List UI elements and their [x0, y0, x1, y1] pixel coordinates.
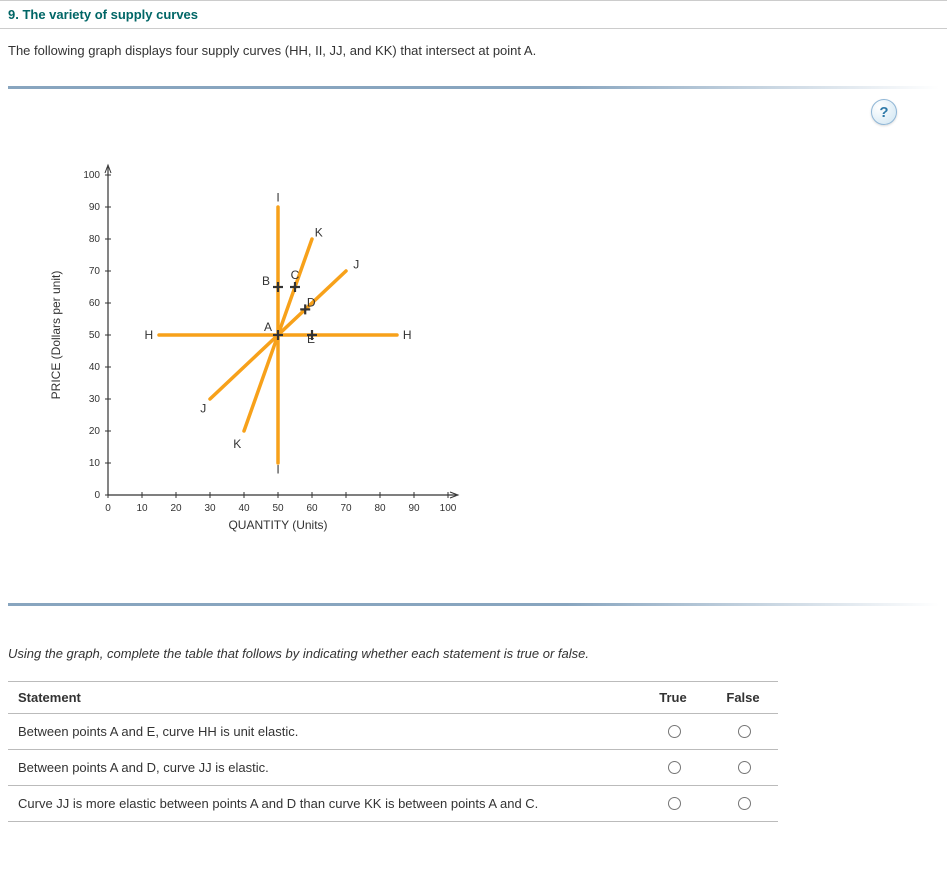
- svg-text:B: B: [262, 274, 270, 288]
- svg-text:D: D: [307, 295, 316, 309]
- svg-text:C: C: [291, 268, 300, 282]
- svg-text:100: 100: [440, 503, 457, 514]
- svg-text:20: 20: [89, 426, 101, 437]
- table-prompt: Using the graph, complete the table that…: [0, 616, 947, 681]
- statement-cell: Between points A and E, curve HH is unit…: [8, 714, 638, 750]
- svg-text:I: I: [276, 462, 279, 476]
- svg-text:20: 20: [170, 503, 182, 514]
- svg-text:60: 60: [89, 298, 101, 309]
- help-icon: ?: [879, 104, 888, 121]
- svg-text:H: H: [403, 328, 412, 342]
- svg-text:90: 90: [408, 503, 420, 514]
- divider-top: [8, 86, 939, 89]
- true-cell: [638, 750, 708, 786]
- help-button[interactable]: ?: [871, 99, 897, 125]
- svg-text:0: 0: [105, 503, 111, 514]
- svg-text:H: H: [144, 328, 153, 342]
- svg-text:A: A: [264, 320, 272, 334]
- chart-svg: 0 10 20 30 40 50 60 70 80 90 100 0 10 20 30 40 50 60 70 80 9…: [28, 155, 468, 575]
- table-row: Curve JJ is more elastic between points …: [8, 786, 778, 822]
- table-row: Between points A and E, curve HH is unit…: [8, 714, 778, 750]
- question-header: 9. The variety of supply curves: [0, 0, 947, 29]
- svg-text:10: 10: [89, 458, 101, 469]
- svg-text:60: 60: [306, 503, 318, 514]
- svg-text:30: 30: [204, 503, 216, 514]
- svg-text:0: 0: [94, 490, 100, 501]
- intro-text: The following graph displays four supply…: [0, 29, 947, 68]
- false-cell: [708, 750, 778, 786]
- col-true: True: [638, 682, 708, 714]
- divider-bottom: [8, 603, 939, 606]
- svg-text:90: 90: [89, 202, 101, 213]
- svg-text:J: J: [200, 402, 206, 416]
- radio-true[interactable]: [668, 725, 681, 738]
- svg-text:10: 10: [136, 503, 148, 514]
- svg-text:70: 70: [89, 266, 101, 277]
- false-cell: [708, 786, 778, 822]
- radio-true[interactable]: [668, 761, 681, 774]
- svg-text:80: 80: [89, 234, 101, 245]
- radio-true[interactable]: [668, 797, 681, 810]
- svg-text:80: 80: [374, 503, 386, 514]
- svg-text:J: J: [353, 258, 359, 272]
- svg-text:40: 40: [238, 503, 250, 514]
- supply-curve-chart: 0 10 20 30 40 50 60 70 80 90 100 0 10 20 30 40 50 60 70 80 9…: [0, 125, 947, 585]
- radio-false[interactable]: [738, 797, 751, 810]
- svg-text:PRICE (Dollars per unit): PRICE (Dollars per unit): [49, 271, 63, 400]
- svg-text:70: 70: [340, 503, 352, 514]
- svg-text:30: 30: [89, 394, 101, 405]
- question-title: 9. The variety of supply curves: [8, 7, 198, 22]
- svg-text:50: 50: [272, 503, 284, 514]
- svg-text:100: 100: [83, 170, 100, 181]
- svg-text:50: 50: [89, 330, 101, 341]
- table-row: Between points A and D, curve JJ is elas…: [8, 750, 778, 786]
- svg-text:I: I: [276, 190, 279, 204]
- svg-text:K: K: [315, 226, 323, 240]
- svg-text:QUANTITY (Units): QUANTITY (Units): [228, 518, 327, 532]
- true-cell: [638, 786, 708, 822]
- col-false: False: [708, 682, 778, 714]
- svg-text:K: K: [233, 437, 241, 451]
- statement-cell: Between points A and D, curve JJ is elas…: [8, 750, 638, 786]
- col-statement: Statement: [8, 682, 638, 714]
- true-false-table: Statement True False Between points A an…: [8, 681, 778, 822]
- true-cell: [638, 714, 708, 750]
- statement-cell: Curve JJ is more elastic between points …: [8, 786, 638, 822]
- svg-text:E: E: [307, 332, 315, 346]
- radio-false[interactable]: [738, 761, 751, 774]
- radio-false[interactable]: [738, 725, 751, 738]
- svg-text:40: 40: [89, 362, 101, 373]
- false-cell: [708, 714, 778, 750]
